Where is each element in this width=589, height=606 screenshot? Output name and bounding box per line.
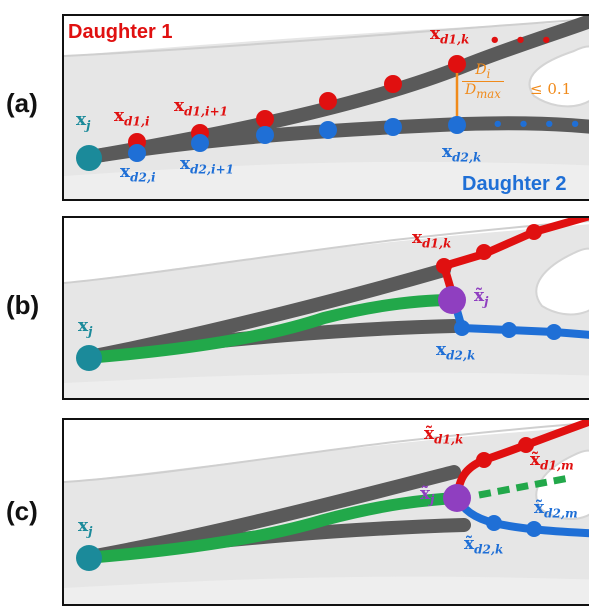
daughter2-label: Daughter 2 xyxy=(462,173,567,195)
node-daughter1 xyxy=(448,55,466,73)
node-daughter1 xyxy=(319,92,337,110)
label-xd2k: xd2,k xyxy=(442,142,482,165)
label-xj: xj xyxy=(78,516,93,539)
label-xd2i: xd2,i xyxy=(120,162,156,185)
panel-c-diagram xyxy=(64,420,589,604)
node-daughter2 xyxy=(448,116,466,134)
label-xd1i: xd1,i xyxy=(114,106,150,129)
panel-a-letter: (a) xyxy=(6,88,38,118)
node-daughter2 xyxy=(384,118,402,136)
vessel-lower-shape xyxy=(64,161,589,199)
continuation-dots-daughter1: • • • xyxy=(489,30,557,51)
node-daughter1 xyxy=(518,437,534,453)
bifurcation-node xyxy=(443,484,471,512)
node-daughter1 xyxy=(256,110,274,128)
centerline-daughter2 xyxy=(77,116,589,165)
label-xd2i1: xd2,i+1 xyxy=(180,154,235,177)
vessel-wall xyxy=(64,422,589,483)
node-daughter1 xyxy=(476,452,492,468)
panel-b-diagram xyxy=(64,218,589,398)
connection-dashed xyxy=(478,474,570,499)
root-node xyxy=(76,545,102,571)
node-daughter2 xyxy=(501,322,517,338)
label-xtd1k: x̃d1,k xyxy=(424,424,464,447)
panel-a-diagram xyxy=(64,16,589,199)
label-xd1i1: xd1,i+1 xyxy=(174,96,229,119)
root-node xyxy=(76,345,102,371)
smoothed-path xyxy=(80,492,463,564)
panel-b: xj xd1,k xd2,k x̃j xyxy=(62,216,589,400)
vessel-hole xyxy=(535,247,589,316)
node-daughter2 xyxy=(454,320,470,336)
node-daughter1 xyxy=(526,224,542,240)
root-node xyxy=(76,145,102,171)
panel-b-letter: (b) xyxy=(6,290,40,320)
node-daughter2 xyxy=(319,121,337,139)
node-daughter1 xyxy=(384,75,402,93)
label-xd1k: xd1,k xyxy=(412,228,452,251)
label-xj: xj xyxy=(78,316,93,339)
label-xd2k: xd2,k xyxy=(436,340,476,363)
panel-a: Daughter 1 Daughter 2 xj xd1,i xd1,i+1 x… xyxy=(62,14,589,201)
vessel-wall xyxy=(64,18,589,57)
label-xtd2m: x̃d2,m xyxy=(534,498,578,521)
panel-c: xj x̃d1,k x̃d1,m x̃j x̃d2,m x̃d2,k xyxy=(62,418,589,606)
node-daughter2 xyxy=(256,126,274,144)
label-xtj: x̃j xyxy=(474,286,489,309)
vessel-hole xyxy=(535,449,589,520)
label-xtj: x̃j xyxy=(420,484,435,507)
daughter1-label: Daughter 1 xyxy=(68,21,173,43)
vessel-lower-shape xyxy=(64,576,589,604)
label-xj: xj xyxy=(76,110,91,133)
node-daughter1 xyxy=(436,258,452,274)
label-xtd1m: x̃d1,m xyxy=(530,450,574,473)
node-daughter1 xyxy=(476,244,492,260)
node-daughter2 xyxy=(526,521,542,537)
panel-c-letter: (c) xyxy=(6,496,38,526)
node-daughter2 xyxy=(486,515,502,531)
node-daughter2 xyxy=(546,324,562,340)
bifurcation-node xyxy=(438,286,466,314)
smoothed-path xyxy=(80,294,460,364)
distance-threshold: ≤ 0.1 xyxy=(530,80,572,98)
vessel-wall xyxy=(64,220,589,284)
node-daughter2 xyxy=(128,144,146,162)
continuation-dots-daughter2: • • • • xyxy=(492,114,585,135)
vessel-hole xyxy=(528,45,589,108)
distance-ratio: Di Dmax xyxy=(462,62,504,101)
label-xtd2k: x̃d2,k xyxy=(464,534,504,557)
node-daughter2 xyxy=(191,134,209,152)
label-xd1k: xd1,k xyxy=(430,24,470,47)
vessel-lower-shape xyxy=(64,372,589,398)
